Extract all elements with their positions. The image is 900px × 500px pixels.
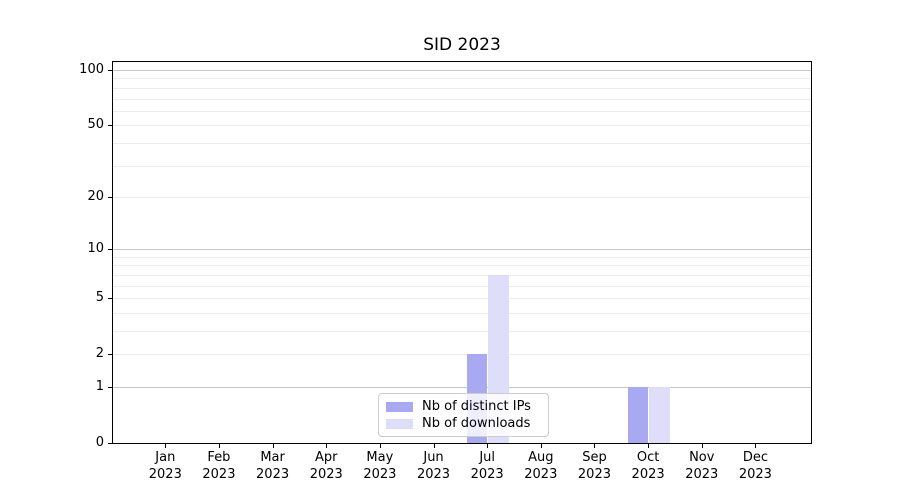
major-gridline bbox=[113, 70, 811, 72]
bar-nb-of-distinct-ips bbox=[628, 386, 648, 443]
legend: Nb of distinct IPs Nb of downloads bbox=[378, 393, 549, 437]
minor-gridline bbox=[113, 87, 811, 89]
y-tick-label: 20 bbox=[87, 188, 104, 204]
legend-label: Nb of downloads bbox=[422, 416, 531, 431]
minor-gridline bbox=[113, 196, 811, 198]
x-tick-mark bbox=[755, 444, 757, 448]
minor-gridline bbox=[113, 274, 811, 276]
minor-gridline bbox=[113, 285, 811, 287]
bar-nb-of-downloads bbox=[649, 386, 671, 443]
x-tick-mark bbox=[379, 444, 381, 448]
x-tick-mark bbox=[218, 444, 220, 448]
minor-gridline bbox=[113, 298, 811, 300]
y-tick-label: 50 bbox=[87, 117, 104, 133]
chart-title: SID 2023 bbox=[423, 35, 501, 55]
y-tick-mark bbox=[108, 443, 112, 444]
x-tick-label: Apr 2023 bbox=[309, 450, 343, 482]
x-tick-label: May 2023 bbox=[363, 450, 397, 482]
x-tick-label: Jun 2023 bbox=[416, 450, 451, 482]
y-tick-mark bbox=[108, 249, 112, 251]
x-tick-mark bbox=[594, 444, 596, 448]
x-tick-mark bbox=[433, 444, 435, 448]
minor-gridline bbox=[113, 110, 811, 112]
legend-label: Nb of distinct IPs bbox=[422, 399, 531, 414]
legend-item: Nb of downloads bbox=[386, 416, 540, 431]
x-tick-label: Mar 2023 bbox=[256, 450, 290, 482]
minor-gridline bbox=[113, 165, 811, 167]
y-tick-label: 1 bbox=[95, 378, 104, 394]
legend-item: Nb of distinct IPs bbox=[386, 399, 540, 414]
spine-top bbox=[112, 61, 812, 62]
y-tick-mark bbox=[108, 354, 112, 356]
x-tick-mark bbox=[648, 444, 650, 448]
minor-gridline bbox=[113, 98, 811, 100]
x-tick-label: Oct 2023 bbox=[631, 450, 665, 482]
minor-gridline bbox=[113, 354, 811, 356]
legend-swatch bbox=[386, 418, 413, 429]
legend-swatch bbox=[386, 401, 413, 412]
x-tick-mark bbox=[487, 444, 489, 448]
y-tick-mark bbox=[108, 70, 112, 72]
x-tick-mark bbox=[326, 444, 328, 448]
x-tick-label: Feb 2023 bbox=[202, 450, 236, 482]
x-tick-label: Sep 2023 bbox=[577, 450, 611, 482]
x-tick-label: Jul 2023 bbox=[470, 450, 504, 482]
spine-bottom bbox=[112, 443, 812, 444]
x-tick-label: Aug 2023 bbox=[524, 450, 558, 482]
minor-gridline bbox=[113, 78, 811, 80]
y-tick-label: 0 bbox=[95, 435, 104, 450]
y-tick-label: 5 bbox=[95, 290, 104, 306]
y-tick-label: 2 bbox=[95, 346, 104, 362]
x-tick-mark bbox=[165, 444, 167, 448]
x-tick-label: Dec 2023 bbox=[738, 450, 772, 482]
y-tick-mark bbox=[108, 386, 112, 388]
minor-gridline bbox=[113, 142, 811, 144]
y-tick-label: 10 bbox=[87, 241, 104, 257]
x-tick-mark bbox=[701, 444, 703, 448]
x-tick-mark bbox=[272, 444, 274, 448]
y-tick-mark bbox=[108, 125, 112, 127]
spine-right bbox=[811, 61, 812, 444]
y-tick-mark bbox=[108, 196, 112, 198]
minor-gridline bbox=[113, 125, 811, 127]
x-tick-label: Jan 2023 bbox=[148, 450, 182, 482]
x-tick-mark bbox=[540, 444, 542, 448]
y-tick-mark bbox=[108, 298, 112, 300]
minor-gridline bbox=[113, 330, 811, 332]
minor-gridline bbox=[113, 312, 811, 314]
major-gridline bbox=[113, 249, 811, 251]
x-tick-label: Nov 2023 bbox=[685, 450, 719, 482]
y-tick-label: 100 bbox=[79, 62, 104, 78]
minor-gridline bbox=[113, 256, 811, 258]
major-gridline bbox=[113, 386, 811, 388]
spine-left bbox=[112, 61, 113, 444]
minor-gridline bbox=[113, 265, 811, 267]
